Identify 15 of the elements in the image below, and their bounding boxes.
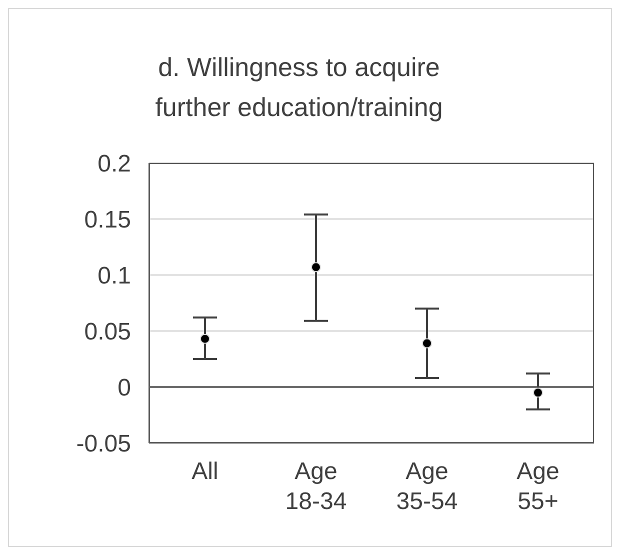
y-tick-label: 0.15 <box>84 206 131 234</box>
y-tick-label: -0.05 <box>76 430 131 458</box>
y-tick-label: 0.2 <box>98 150 131 178</box>
point <box>310 262 322 272</box>
x-tick-label: Age 18-34 <box>285 458 347 515</box>
x-tick-label: Age 55+ <box>516 458 560 515</box>
point <box>422 338 432 348</box>
y-tick-label: 0.1 <box>98 262 131 290</box>
y-tick-label: 0.05 <box>84 318 131 346</box>
y-tick-label: 0 <box>118 374 131 402</box>
point <box>200 334 210 344</box>
chart-title: d. Willingness to acquire further education/training <box>154 51 444 124</box>
x-tick-label: All <box>192 458 218 485</box>
point <box>532 388 544 398</box>
x-tick-label: Age 35-54 <box>396 458 458 515</box>
